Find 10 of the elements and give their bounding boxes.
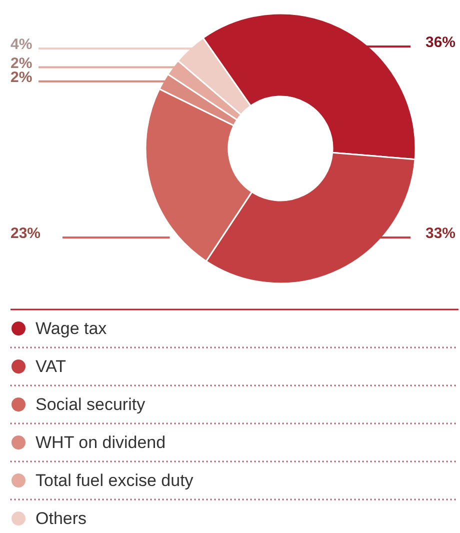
legend-label: VAT: [36, 357, 66, 376]
data-label: 4%: [10, 36, 32, 53]
legend-label: Social security: [36, 395, 146, 414]
legend-label: WHT on dividend: [36, 433, 166, 452]
data-label: 33%: [425, 225, 456, 242]
data-label: 36%: [425, 34, 456, 51]
legend-label: Total fuel excise duty: [36, 471, 194, 490]
legend-label: Wage tax: [36, 319, 108, 338]
data-label: 23%: [10, 225, 41, 242]
legend-label: Others: [36, 509, 87, 528]
